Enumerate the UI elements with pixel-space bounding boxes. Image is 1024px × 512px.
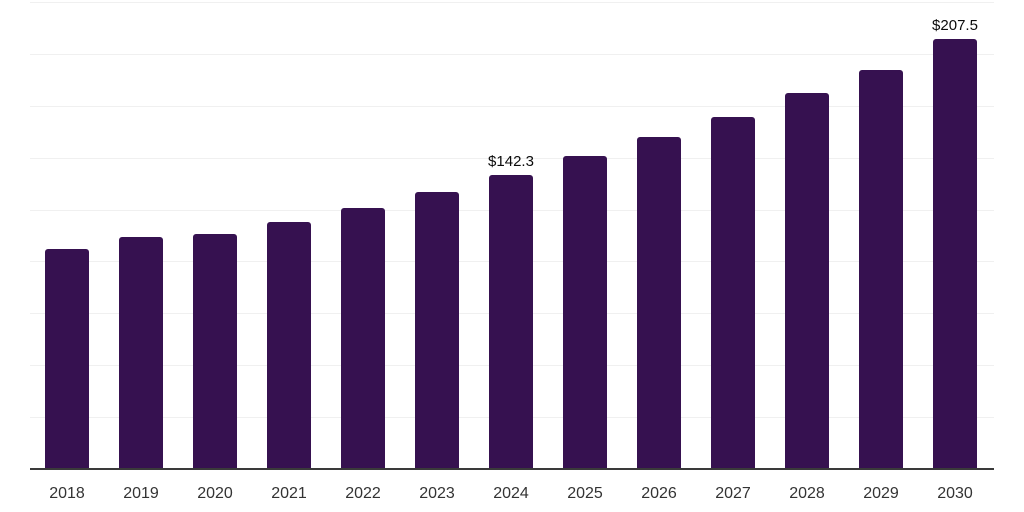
x-axis-labels: 2018 2019 2020 2021 2022 2023 2024 2025 2026 2027… [30,482,994,506]
x-tick-label-2024: 2024 [493,485,529,502]
gridline-200 [30,53,994,55]
gridline-150 [30,157,994,159]
bar-2022 [341,207,385,470]
x-tick-label-2027: 2027 [715,485,751,502]
bar-2026 [637,136,681,470]
gridline-175 [30,105,994,107]
x-tick-label-2026: 2026 [641,485,677,502]
gridline-225 [30,2,994,3]
x-tick-label-2028: 2028 [789,485,825,502]
bar-2018 [45,248,89,470]
x-tick-label-2021: 2021 [271,485,307,502]
x-tick-label-2029: 2029 [863,485,899,502]
x-axis-line [30,468,994,470]
x-tick-label-2022: 2022 [345,485,381,502]
x-tick-label-2019: 2019 [123,485,159,502]
bar-2028 [785,93,829,470]
x-tick-label-2025: 2025 [567,485,603,502]
x-tick-label-2020: 2020 [197,485,233,502]
bar-2019 [119,237,163,470]
bar-2023 [415,191,459,470]
value-label-2030: $207.5 [932,17,978,35]
bar-2025 [563,155,607,470]
bar-2021 [267,222,311,470]
x-tick-label-2023: 2023 [419,485,455,502]
bar-2029 [859,70,903,470]
bar-2030 [933,39,977,470]
x-tick-label-2030: 2030 [937,485,973,502]
bar-2027 [711,116,755,470]
value-label-2024: $142.3 [488,152,534,170]
bar-2020 [193,233,237,470]
bar-2024 [489,174,533,470]
plot-area: $142.3 $207.5 [30,0,994,470]
x-tick-label-2018: 2018 [49,485,85,502]
